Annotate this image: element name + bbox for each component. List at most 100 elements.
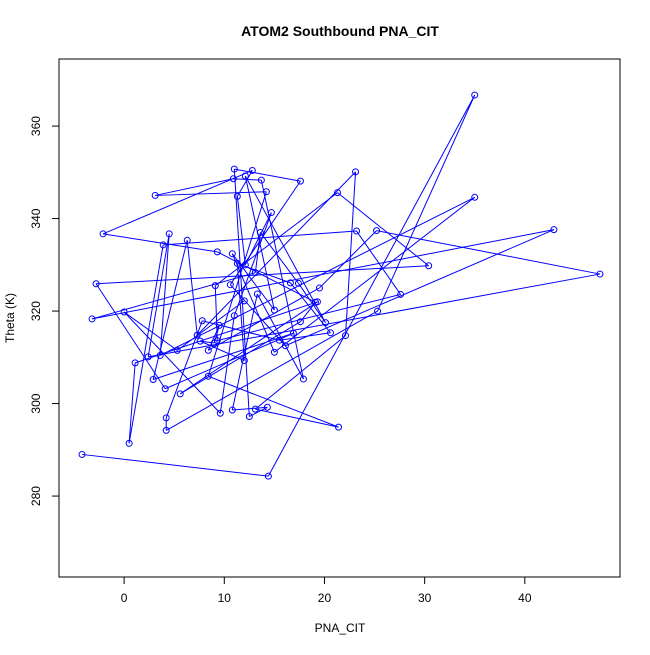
data-point [151,191,159,199]
data-point [241,172,249,180]
y-axis: 280 300 320 340 360 [29,116,60,506]
series-line-segment [202,320,280,341]
data-point [125,439,133,447]
series-line-segment [134,301,318,364]
data-point [215,321,223,329]
data-point [333,189,341,197]
x-axis: 0 10 20 30 40 [121,576,532,605]
data-point [213,337,221,345]
chart-title: ATOM2 Southbound PNA_CIT [241,23,439,39]
data-point [425,262,433,270]
series-line-segment [91,229,554,320]
data-point [216,409,224,417]
data-point [251,405,259,413]
data-point [251,269,259,277]
data-point [78,450,86,458]
data-point [173,346,181,354]
data-point [397,290,405,298]
series-line-segment [207,325,220,351]
series-line-segment [356,230,402,295]
data-point [233,259,241,267]
data-point [120,308,128,316]
data-point [289,329,297,337]
y-tick-label: 360 [29,116,43,136]
data-point [471,193,479,201]
data-point [256,228,264,236]
data-point [342,332,350,340]
series-line-segment [255,408,339,428]
data-point [159,241,167,249]
data-point [240,297,248,305]
data-point [211,282,219,290]
data-point [321,319,329,327]
data-point [263,403,271,411]
series-line-segment [155,178,234,196]
series-line-segment [255,335,346,410]
data-point [596,270,604,278]
series-line-segment [279,332,331,341]
data-point [230,312,238,320]
y-tick-label: 340 [29,208,43,228]
data-point [471,91,479,99]
series-line-segment [179,301,318,395]
series-line-segment [319,230,377,289]
x-tick-label: 0 [121,591,128,605]
series-line-segment [81,453,269,477]
data-point [262,188,270,196]
data-point [183,236,191,244]
series-line-segment [229,180,301,285]
plot-area [78,91,604,480]
data-point [204,372,212,380]
data-point [131,359,139,367]
data-point [353,227,361,235]
data-point [161,385,169,393]
series-line-segment [153,332,294,380]
data-point [230,165,238,173]
series-line-segment [152,240,188,380]
x-tick-label: 30 [418,591,432,605]
series-line-segment [123,311,221,414]
series-line-segment [102,170,253,235]
series-line-segment [207,191,267,377]
data-point [88,315,96,323]
series-line-segment [376,230,601,275]
data-point [213,248,221,256]
series-line-segment [256,293,304,380]
series-line-segment [176,300,245,351]
series-line-segment [155,191,267,196]
data-point [334,423,342,431]
series-line-segment [244,175,326,323]
data-point [193,331,201,339]
data-point [165,230,173,238]
data-point [245,413,253,421]
data-point [240,357,248,365]
data-point [275,336,283,344]
data-point [286,279,294,287]
series-line-segment [159,233,170,356]
data-point [228,250,236,258]
x-axis-label: PNA_CIT [315,621,366,635]
series-line-segment [123,311,178,351]
x-tick-label: 10 [218,591,232,605]
data-point [196,337,204,345]
series-line-segment [147,233,170,357]
data-point [176,390,184,398]
series-line-segment [231,293,258,411]
data-point [204,346,212,354]
data-point [228,406,236,414]
series-line-segment [219,315,235,414]
data-point [270,348,278,356]
series-line-segment [217,293,401,342]
series-line-segment [208,287,320,351]
data-point [264,472,272,480]
series-line-segment [236,196,246,265]
series-line-segment [214,192,338,287]
data-point [315,284,323,292]
x-tick-label: 40 [518,591,532,605]
data-point [198,317,206,325]
series-line-segment [234,168,301,182]
series-line-segment [128,362,136,444]
series-line-segment [274,196,476,353]
data-point [296,177,304,185]
series-line-segment [236,170,253,197]
